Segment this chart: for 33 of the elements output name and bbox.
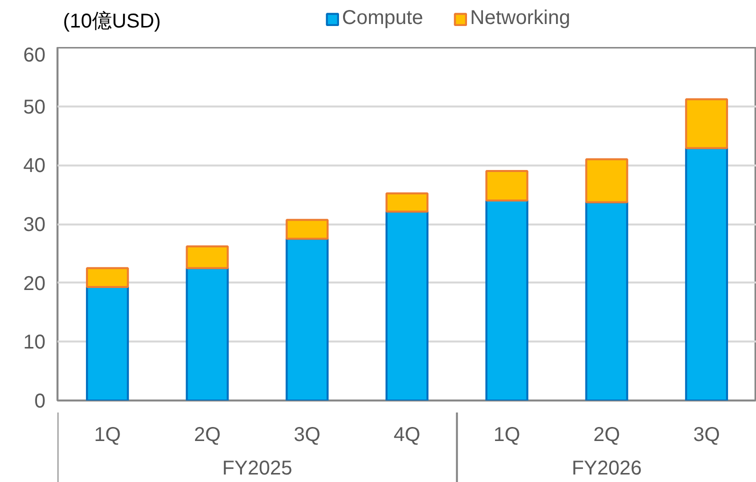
x-tick-label: 1Q (94, 424, 121, 446)
bar (86, 286, 129, 400)
y-tick-label: 50 (23, 96, 46, 118)
y-tick-label: 60 (23, 44, 46, 66)
bar (685, 147, 728, 400)
bar (186, 245, 229, 270)
y-tick-label: 40 (23, 155, 46, 178)
y-axis-title: (10億USD) (63, 10, 161, 32)
x-tick-label: 1Q (494, 424, 520, 446)
bar (585, 201, 628, 400)
bar (685, 98, 728, 150)
legend-label: Networking (470, 7, 570, 30)
y-tick-label: 30 (23, 214, 46, 236)
bar (286, 218, 329, 240)
bar (286, 238, 329, 400)
x-tick-label: 3Q (693, 424, 720, 446)
bar (86, 267, 129, 288)
x-tick-label: 4Q (394, 424, 420, 446)
legend-label: Compute (342, 7, 424, 30)
text: FY2025 (222, 458, 292, 480)
x-tick-label: 2Q (593, 424, 620, 446)
bar (386, 192, 428, 213)
y-tick-label: 20 (23, 272, 46, 295)
bar (585, 158, 628, 204)
y-tick-label: 10 (23, 332, 46, 354)
text: FY2026 (572, 458, 642, 480)
bar (186, 267, 229, 400)
x-tick-label: 3Q (294, 424, 320, 446)
bar (386, 210, 428, 400)
bar (485, 170, 528, 202)
bar (485, 199, 528, 400)
x-tick-label: 2Q (194, 424, 221, 446)
y-tick-label: 0 (34, 390, 46, 412)
